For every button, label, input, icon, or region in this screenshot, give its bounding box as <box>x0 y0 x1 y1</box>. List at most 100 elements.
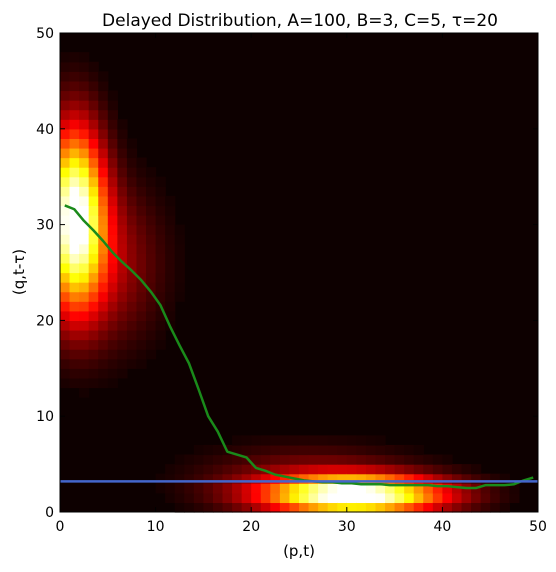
heatmap-cell <box>107 167 118 178</box>
heatmap-cell <box>69 358 80 369</box>
heatmap-cell <box>117 215 128 226</box>
heatmap-cell <box>79 339 90 350</box>
heatmap-cell <box>69 61 80 72</box>
heatmap-cell <box>365 444 377 456</box>
heatmap-cell <box>60 71 71 82</box>
heatmap-cell <box>155 291 166 302</box>
heatmap-cell <box>174 282 185 293</box>
heatmap-cell <box>69 157 80 168</box>
heatmap-cell <box>356 483 367 494</box>
heatmap-cell <box>126 282 138 293</box>
heatmap-cell <box>413 473 424 484</box>
heatmap-cell <box>117 358 128 369</box>
heatmap-cell <box>88 80 99 92</box>
heatmap-cell <box>117 224 128 235</box>
heatmap-cell <box>279 444 291 456</box>
heatmap-cell <box>117 368 128 379</box>
heatmap-cell <box>385 444 396 456</box>
heatmap-cell <box>117 176 128 187</box>
y-axis-label: (q,t-τ) <box>10 249 28 295</box>
heatmap-cell <box>299 502 310 513</box>
heatmap-cell <box>146 320 157 331</box>
series-layer <box>60 204 538 490</box>
heatmap-cell <box>79 243 90 254</box>
heatmap-cell <box>126 224 138 235</box>
heatmap-cell <box>461 492 472 504</box>
heatmap-cell <box>337 473 348 484</box>
heatmap-cell <box>365 492 377 504</box>
heatmap-cell <box>79 310 90 321</box>
heatmap-cell <box>79 205 90 216</box>
heatmap-cell <box>79 80 90 92</box>
heatmap-cell <box>212 492 224 504</box>
heatmap-cell <box>98 358 109 369</box>
heatmap-cell <box>193 464 204 475</box>
heatmap-cell <box>318 464 329 475</box>
heatmap-cell <box>98 71 109 82</box>
heatmap-cell <box>461 464 472 475</box>
heatmap-cell <box>69 377 80 389</box>
heatmap-cell <box>98 262 109 274</box>
heatmap-cell <box>146 224 157 235</box>
heatmap-cell <box>212 454 224 465</box>
heatmap-cell <box>117 339 128 350</box>
heatmap-cell <box>88 138 99 149</box>
heatmap-cell <box>375 473 386 484</box>
heatmap-cell <box>423 483 434 494</box>
heatmap-cell <box>413 492 424 504</box>
heatmap-cell <box>79 224 90 235</box>
heatmap-cell <box>193 483 204 494</box>
heatmap-cell <box>60 205 71 216</box>
heatmap-cell <box>471 464 482 475</box>
heatmap-cell <box>69 368 80 379</box>
heatmap-cell <box>126 186 138 197</box>
heatmap-cell <box>136 272 147 283</box>
heatmap-cell <box>60 368 71 379</box>
heatmap-cell <box>88 205 99 216</box>
heatmap-cell <box>98 195 109 207</box>
heatmap-cell <box>155 253 166 264</box>
heatmap-cell <box>98 167 109 178</box>
heatmap-cell <box>126 358 138 369</box>
heatmap-cell <box>146 234 157 245</box>
heatmap-cell <box>79 138 90 149</box>
heatmap-cell <box>107 224 118 235</box>
heatmap-cell <box>356 454 367 465</box>
heatmap-cell <box>365 473 377 484</box>
heatmap-cell <box>88 243 99 254</box>
heatmap-cell <box>299 444 310 456</box>
heatmap-cell <box>499 492 510 504</box>
heatmap-cell <box>241 502 252 513</box>
heatmap-cell <box>451 464 463 475</box>
heatmap-cell <box>289 464 300 475</box>
heatmap-cell <box>107 90 118 101</box>
heatmap-cell <box>480 483 491 494</box>
heatmap-cell <box>193 444 204 456</box>
heatmap-cell <box>98 329 109 341</box>
heatmap-cell <box>442 483 453 494</box>
heatmap-cell <box>79 52 90 63</box>
heatmap-cell <box>146 310 157 321</box>
heatmap-cell <box>136 157 147 168</box>
heatmap-cell <box>260 473 271 484</box>
heatmap-cell <box>126 310 138 321</box>
heatmap-cell <box>318 492 329 504</box>
heatmap-cell <box>60 243 71 254</box>
heatmap-cell <box>126 147 138 159</box>
heatmap-cell <box>279 492 291 504</box>
heatmap-cell <box>442 473 453 484</box>
heatmap-cell <box>146 176 157 187</box>
heatmap-cell <box>60 253 71 264</box>
heatmap-cell <box>193 454 204 465</box>
heatmap-cell <box>155 329 166 341</box>
heatmap-cell <box>79 234 90 245</box>
heatmap-cell <box>165 310 176 321</box>
heatmap-cell <box>88 147 99 159</box>
heatmap-cell <box>136 349 147 360</box>
heatmap-cell <box>270 464 281 475</box>
heatmap-cell <box>155 262 166 274</box>
x-tick-label: 30 <box>338 519 356 535</box>
heatmap-cell <box>451 502 463 513</box>
heatmap-cell <box>88 109 99 120</box>
heatmap-cell <box>289 454 300 465</box>
